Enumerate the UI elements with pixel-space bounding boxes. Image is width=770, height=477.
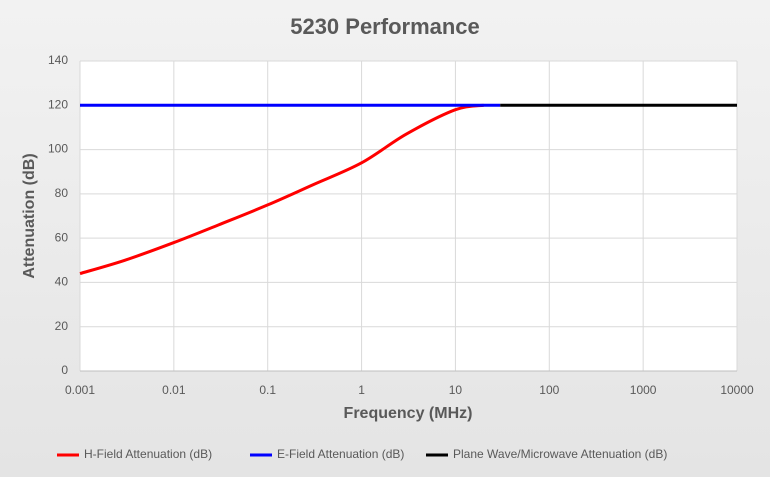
y-tick-label: 60 <box>55 230 69 244</box>
legend-label: H-Field Attenuation (dB) <box>84 447 212 461</box>
legend-label: Plane Wave/Microwave Attenuation (dB) <box>453 447 667 461</box>
x-tick-label: 0.1 <box>259 383 276 397</box>
x-tick-label: 1 <box>358 383 365 397</box>
plot-area <box>80 61 737 371</box>
y-tick-label: 0 <box>61 363 68 377</box>
y-tick-label: 140 <box>48 53 68 67</box>
x-axis-label: Frequency (MHz) <box>344 405 473 422</box>
y-tick-label: 80 <box>55 186 69 200</box>
x-tick-label: 10000 <box>720 383 754 397</box>
x-tick-label: 1000 <box>630 383 657 397</box>
y-tick-label: 120 <box>48 97 68 111</box>
series-line <box>79 103 484 276</box>
x-tick-label: 10 <box>449 383 463 397</box>
x-tick-label: 100 <box>539 383 559 397</box>
y-tick-label: 100 <box>48 142 68 156</box>
y-axis-label: Attenuation (dB) <box>21 153 38 278</box>
y-tick-label: 20 <box>55 319 69 333</box>
chart-title: 5230 Performance <box>290 14 480 39</box>
y-tick-label: 40 <box>55 275 69 289</box>
legend-label: E-Field Attenuation (dB) <box>277 447 404 461</box>
x-tick-label: 0.001 <box>65 383 95 397</box>
x-tick-label: 0.01 <box>162 383 186 397</box>
